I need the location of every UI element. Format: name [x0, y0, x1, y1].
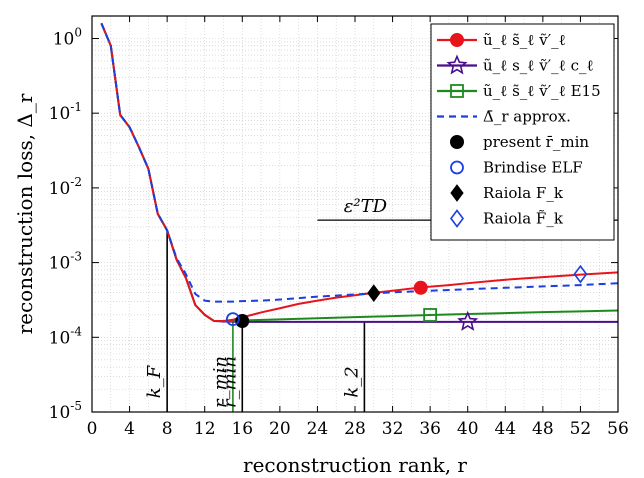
x-tick-label: 52 — [570, 419, 592, 439]
x-tick-label: 28 — [344, 419, 366, 439]
legend: ũ_ℓ s̃_ℓ ṽ′_ℓ ũ_ℓ s_ℓ ṽ′_ℓ c_ℓ ũ_ℓ s̃_ℓ ṽ′… — [430, 23, 615, 241]
legend-label: ũ_ℓ s̃_ℓ ṽ′_ℓ E15 — [483, 82, 601, 100]
x-tick-label: 48 — [532, 419, 554, 439]
legend-marker — [450, 84, 464, 98]
y-tick-label: 10-5 — [49, 399, 82, 423]
x-tick-label: 4 — [124, 419, 135, 439]
legend-label: Raiola F_k — [483, 184, 564, 202]
reference-points — [225, 264, 588, 329]
legend-marker — [446, 54, 468, 75]
legend-label: present r̄_min — [483, 133, 589, 151]
y-tick-label: 10-3 — [49, 250, 82, 274]
x-tick-label: 0 — [87, 419, 98, 439]
legend-marker — [450, 209, 464, 228]
legend-marker — [450, 135, 464, 149]
y-axis-label: reconstruction loss, Δ_r — [13, 93, 37, 334]
legend-box — [430, 23, 615, 241]
x-tick-label: 12 — [194, 419, 216, 439]
series-marker — [413, 280, 428, 295]
reference-point — [573, 264, 588, 284]
y-tick-label: 10-4 — [49, 324, 83, 348]
series-marker — [423, 308, 438, 322]
y-tick-labels: 10-5 10-4 10-3 10-2 10-1 100 — [49, 25, 618, 423]
series-marker — [457, 310, 479, 331]
x-tick-label: 16 — [231, 419, 253, 439]
vline-label: k_2 — [341, 366, 362, 397]
x-tick-label: 24 — [307, 419, 329, 439]
legend-marker — [450, 160, 464, 175]
x-tick-label: 44 — [494, 419, 516, 439]
x-tick-labels: 0 4 8 12 16 20 24 28 32 36 40 44 48 52 56 — [87, 16, 629, 439]
threshold-label: ε²TD — [344, 196, 388, 217]
legend-label: Brindise ELF — [483, 159, 583, 177]
y-tick-label: 10-1 — [49, 100, 82, 124]
series-line — [100, 22, 619, 303]
x-tick-label: 20 — [269, 419, 291, 439]
x-tick-label: 8 — [162, 419, 173, 439]
x-tick-label: 56 — [607, 419, 629, 439]
y-tick-label: 100 — [53, 25, 82, 49]
legend-label: Δ̄_r approx. — [483, 108, 571, 126]
legend-label: Raiola F̃_k — [483, 210, 564, 228]
legend-label: ũ_ℓ s̃_ℓ ṽ′_ℓ — [483, 31, 566, 49]
legend-marker — [450, 184, 464, 202]
x-tick-label: 32 — [382, 419, 404, 439]
y-tick-label: 10-2 — [49, 175, 82, 199]
x-axis-label: reconstruction rank, r — [243, 453, 467, 477]
legend-label: ũ_ℓ s_ℓ ṽ′_ℓ c_ℓ — [483, 57, 594, 75]
reference-point — [225, 312, 240, 327]
vline-label: r_min — [210, 356, 231, 408]
reference-point — [367, 284, 381, 302]
vline-label: k_F — [144, 364, 165, 398]
x-tick-label: 40 — [457, 419, 479, 439]
vline-label: r̄_min — [219, 356, 240, 408]
legend-marker — [450, 33, 464, 47]
x-tick-label: 36 — [419, 419, 441, 439]
